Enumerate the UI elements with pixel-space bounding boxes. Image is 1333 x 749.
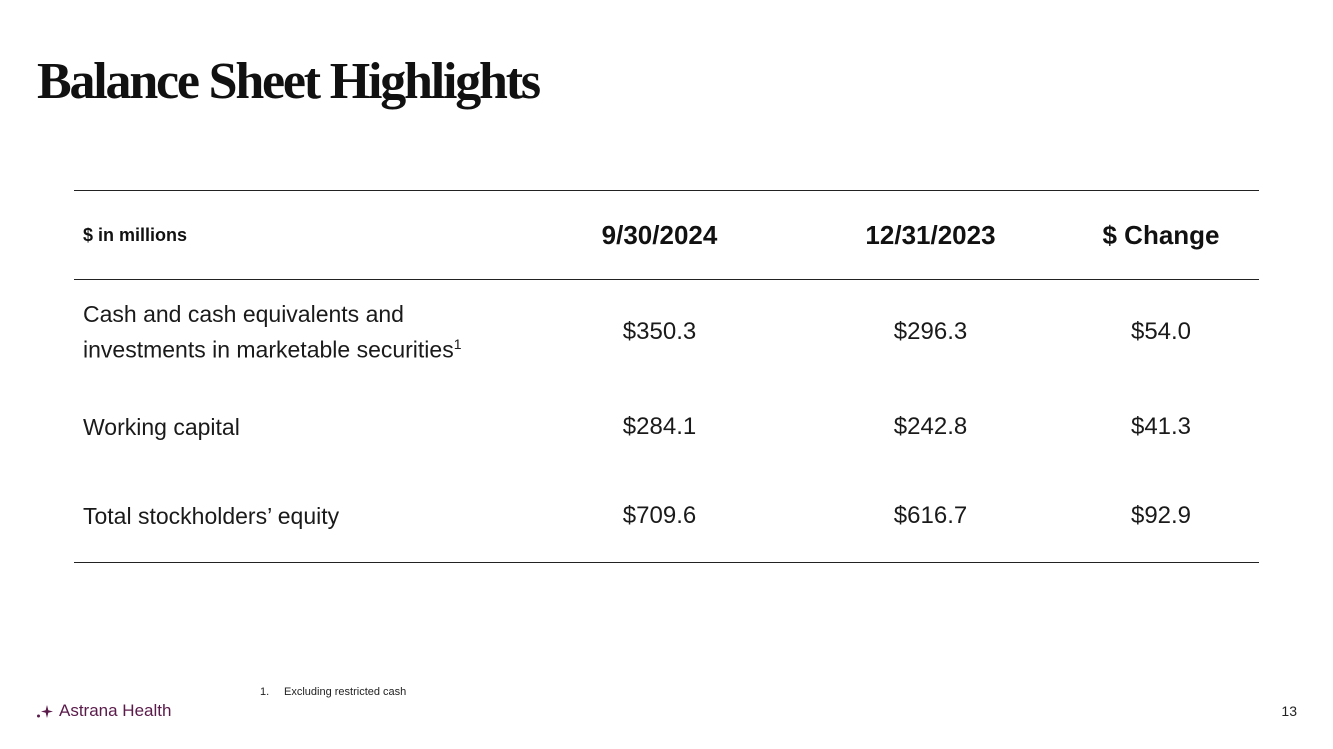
balance-sheet-table: $ in millions 9/30/2024 12/31/2023 $ Cha… (74, 190, 1259, 563)
row-label-text: Cash and cash equivalents and investment… (83, 301, 454, 363)
table-row: Total stockholders’ equity $709.6 $616.7… (74, 470, 1259, 562)
value-change: $41.3 (1130, 413, 1192, 440)
page-number: 13 (1281, 703, 1297, 719)
value-current: $284.1 (622, 413, 697, 440)
value-current: $350.3 (622, 318, 697, 345)
value-change: $54.0 (1130, 318, 1192, 345)
column-header-prior: 12/31/2023 (865, 219, 996, 250)
footnote-number: 1. (260, 686, 270, 698)
column-header-current: 9/30/2024 (601, 219, 718, 250)
column-header-change: $ Change (1102, 219, 1220, 250)
sparkle-logo-icon (37, 705, 53, 718)
row-label: Cash and cash equivalents and investment… (74, 299, 521, 365)
value-prior: $616.7 (893, 502, 968, 529)
row-label: Working capital (83, 414, 240, 440)
value-change: $92.9 (1130, 502, 1192, 529)
value-prior: $296.3 (893, 318, 968, 345)
table-row: Working capital $284.1 $242.8 $41.3 (74, 384, 1259, 470)
value-current: $709.6 (622, 502, 697, 529)
footnote-text: Excluding restricted cash (284, 686, 407, 698)
unit-label: $ in millions (83, 224, 188, 245)
brand-logo: Astrana Health (36, 701, 171, 721)
table-row: Cash and cash equivalents and investment… (74, 280, 1259, 384)
value-prior: $242.8 (893, 413, 968, 440)
footnote: 1. Excluding restricted cash (260, 686, 406, 698)
table-header-row: $ in millions 9/30/2024 12/31/2023 $ Cha… (74, 191, 1259, 280)
slide-title: Balance Sheet Highlights (37, 53, 541, 110)
footnote-ref: 1 (453, 336, 462, 353)
brand-name: Astrana Health (59, 701, 172, 720)
row-label: Total stockholders’ equity (83, 503, 340, 529)
